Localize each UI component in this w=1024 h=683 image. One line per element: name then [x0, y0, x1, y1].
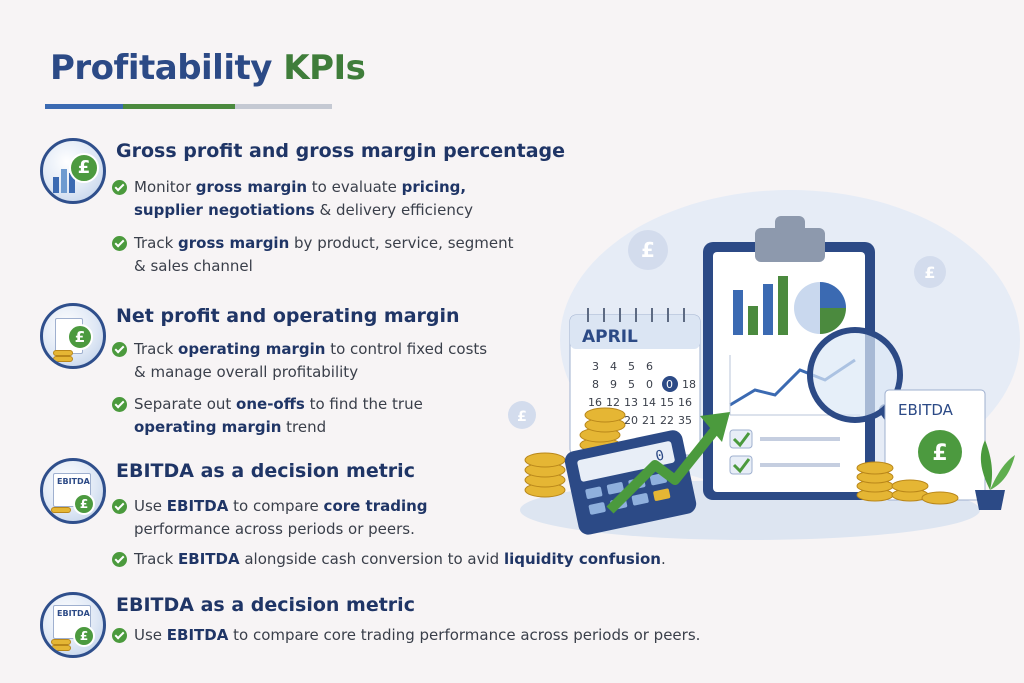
- check-icon: [112, 342, 127, 357]
- svg-text:9: 9: [610, 378, 617, 391]
- pound-chart-icon: £: [40, 138, 106, 204]
- svg-text:20: 20: [624, 414, 638, 427]
- svg-text:5: 5: [628, 378, 635, 391]
- bullet-item: Track EBITDA alongside cash conversion t…: [112, 548, 666, 571]
- svg-text:0: 0: [646, 378, 653, 391]
- ebitda-report-icon: EBITDA £: [884, 389, 986, 501]
- bullet-item: Monitor gross margin to evaluate pricing…: [112, 176, 473, 222]
- pound-coin-icon: £: [508, 401, 536, 429]
- clipboard-icon: [703, 216, 875, 500]
- bullet-item: Track gross margin by product, service, …: [112, 232, 514, 278]
- check-icon: [112, 628, 127, 643]
- title-underline: [45, 104, 332, 109]
- check-icon: [112, 236, 127, 251]
- section-heading: EBITDA as a decision metric: [116, 594, 415, 616]
- svg-text:APRIL: APRIL: [582, 327, 638, 347]
- svg-text:EBITDA: EBITDA: [898, 401, 954, 419]
- svg-text:21: 21: [642, 414, 656, 427]
- check-icon: [112, 499, 127, 514]
- svg-text:18: 18: [682, 378, 696, 391]
- pound-coin-icon: £: [628, 230, 668, 270]
- svg-text:12: 12: [606, 396, 620, 409]
- bullet-item: Track operating margin to control fixed …: [112, 338, 487, 384]
- svg-text:35: 35: [678, 414, 692, 427]
- bullet-item: Use EBITDA to compare core trading perfo…: [112, 624, 700, 647]
- svg-text:16: 16: [678, 396, 692, 409]
- page-title: Profitability KPIs: [50, 48, 366, 88]
- bullet-item: Use EBITDA to compare core trading perfo…: [112, 495, 428, 541]
- svg-text:4: 4: [610, 360, 617, 373]
- svg-text:£: £: [641, 238, 655, 262]
- svg-text:0: 0: [666, 378, 673, 391]
- svg-text:3: 3: [592, 360, 599, 373]
- svg-text:16: 16: [588, 396, 602, 409]
- ebitda-document-icon: EBITDA £: [40, 458, 106, 524]
- finance-illustration: £ £ £: [508, 190, 1020, 540]
- check-icon: [112, 180, 127, 195]
- svg-text:8: 8: [592, 378, 599, 391]
- svg-text:£: £: [924, 263, 935, 282]
- check-icon: [112, 552, 127, 567]
- calendar-dates: 3 4 5 6 8 9 5 0 0 18 16 12 13 14 15 16 1…: [588, 360, 696, 427]
- check-icon: [112, 397, 127, 412]
- plant-icon: [975, 440, 1015, 510]
- svg-text:0: 0: [654, 448, 666, 465]
- svg-text:22: 22: [660, 414, 674, 427]
- ebitda-document-icon: EBITDA £: [40, 592, 106, 658]
- growth-arrow-icon: [606, 412, 730, 514]
- bullet-item: Separate out one-offs to find the true o…: [112, 393, 423, 439]
- section-heading: Net profit and operating margin: [116, 305, 460, 327]
- section-heading: EBITDA as a decision metric: [116, 460, 415, 482]
- svg-text:14: 14: [642, 396, 656, 409]
- pound-document-icon: £: [40, 303, 106, 369]
- svg-text:15: 15: [660, 396, 674, 409]
- pound-coin-icon: £: [914, 256, 946, 288]
- coin-stack-icon: [856, 461, 959, 505]
- svg-text:£: £: [932, 441, 947, 466]
- svg-text:13: 13: [624, 396, 638, 409]
- svg-text:5: 5: [628, 360, 635, 373]
- section-heading: Gross profit and gross margin percentage: [116, 140, 566, 162]
- svg-text:£: £: [517, 409, 527, 425]
- svg-text:6: 6: [646, 360, 653, 373]
